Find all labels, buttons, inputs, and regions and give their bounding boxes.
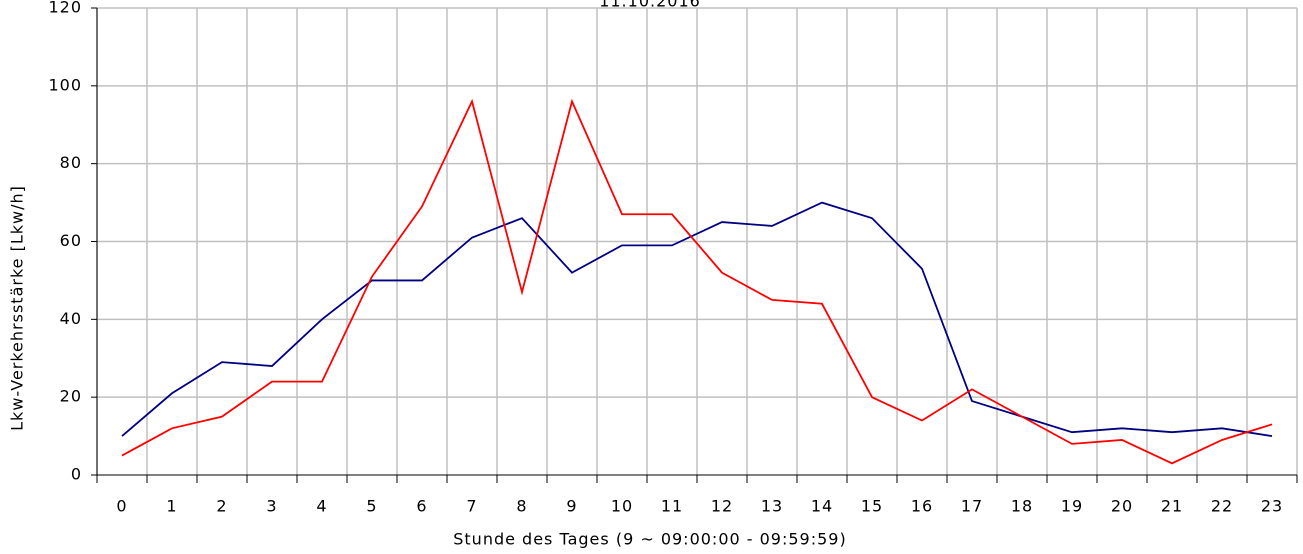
x-axis-label: Stunde des Tages (9 ~ 09:00:00 - 09:59:5… xyxy=(453,530,846,549)
x-tick-label: 13 xyxy=(761,497,783,516)
x-tick-label: 12 xyxy=(711,497,733,516)
x-tick-label: 11 xyxy=(661,497,683,516)
x-tick-label: 6 xyxy=(416,497,427,516)
x-tick-label: 1 xyxy=(166,497,177,516)
x-tick-label: 4 xyxy=(316,497,327,516)
x-tick-label: 7 xyxy=(466,497,477,516)
y-axis-label: Lkw-Verkehrsstärke [Lkw/h] xyxy=(8,185,27,431)
y-tick-label: 100 xyxy=(48,75,82,94)
x-tick-label: 22 xyxy=(1211,497,1233,516)
x-tick-label: 21 xyxy=(1161,497,1183,516)
y-tick-label: 20 xyxy=(60,387,82,406)
x-tick-label: 0 xyxy=(116,497,127,516)
x-tick-label: 10 xyxy=(611,497,633,516)
series-line xyxy=(121,201,1273,437)
x-tick-label: 2 xyxy=(216,497,227,516)
x-tick-label: 17 xyxy=(961,497,983,516)
x-tick-label: 9 xyxy=(566,497,577,516)
x-tick-label: 5 xyxy=(366,497,377,516)
x-tick-label: 16 xyxy=(911,497,933,516)
x-tick-label: 18 xyxy=(1011,497,1033,516)
y-tick-label: 60 xyxy=(60,231,82,250)
x-tick-label: 23 xyxy=(1261,497,1283,516)
x-tick-label: 15 xyxy=(861,497,883,516)
y-tick-label: 120 xyxy=(48,0,82,17)
x-tick-label: 20 xyxy=(1111,497,1133,516)
series-line xyxy=(121,98,1273,465)
chart-title: 11.10.2016 xyxy=(599,0,701,11)
x-tick-label: 14 xyxy=(811,497,833,516)
y-tick-label: 0 xyxy=(71,465,82,484)
x-tick-label: 3 xyxy=(266,497,277,516)
x-tick-label: 19 xyxy=(1061,497,1083,516)
x-tick-label: 8 xyxy=(516,497,527,516)
y-tick-label: 40 xyxy=(60,309,82,328)
y-tick-label: 80 xyxy=(60,153,82,172)
